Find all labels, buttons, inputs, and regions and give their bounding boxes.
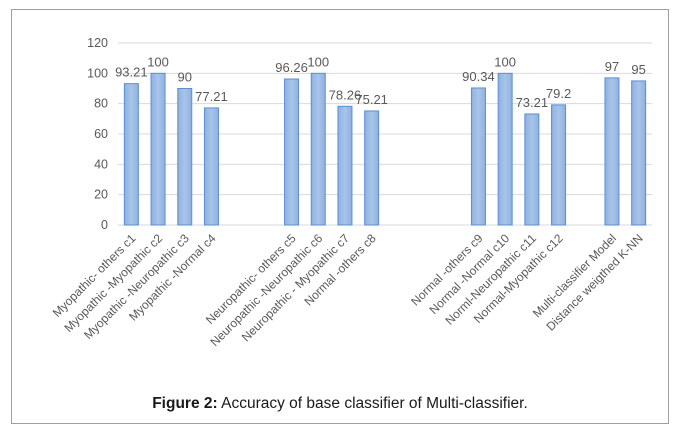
x-tick-label: Myopathic -Neuropathic c3: [81, 231, 192, 342]
data-label: 97: [605, 59, 619, 74]
figure-caption-label: Figure 2:: [152, 395, 218, 412]
y-tick-label: 80: [94, 97, 108, 111]
data-label: 95: [631, 62, 645, 77]
bar: [631, 80, 647, 226]
bar: [310, 72, 326, 226]
y-tick-label: 40: [94, 157, 108, 171]
data-label: 73.21: [516, 95, 549, 110]
data-label: 77.21: [195, 89, 228, 104]
y-tick-label: 20: [94, 188, 108, 202]
figure-caption-text: Accuracy of base classifier of Multi-cla…: [217, 395, 528, 412]
bars: [123, 72, 647, 226]
data-label: 79.2: [546, 86, 571, 101]
bar: [177, 88, 193, 226]
data-label: 90: [178, 70, 192, 85]
y-tick-label: 120: [87, 36, 108, 50]
x-tick-label: Neuropathic - Myopathic c7: [239, 231, 352, 344]
data-label: 78.26: [329, 87, 362, 102]
x-tick-label: Neuropathic -Neuropathic c6: [207, 231, 325, 349]
bar: [364, 110, 380, 226]
data-label: 96.26: [275, 60, 308, 75]
bar: [524, 113, 540, 226]
data-label: 100: [494, 54, 516, 69]
figure-frame: 0 20 40 60 80 100 120 93.21 100 90 77.21 96.26 100 7…: [11, 9, 669, 424]
bar: [150, 72, 166, 226]
bar: [123, 83, 139, 226]
data-label: 93.21: [115, 65, 148, 80]
y-tick-label: 100: [87, 66, 108, 80]
data-label: 100: [307, 54, 329, 69]
bar: [551, 104, 567, 226]
y-tick-label: 0: [101, 218, 108, 232]
y-axis-ticks: 0 20 40 60 80 100 120: [87, 36, 108, 232]
data-label: 75.21: [355, 92, 388, 107]
bar: [604, 77, 620, 226]
bar: [497, 72, 513, 226]
gridlines: [118, 42, 652, 226]
bar: [284, 78, 300, 226]
bar: [203, 107, 219, 226]
y-tick-label: 60: [94, 127, 108, 141]
data-label: 100: [147, 54, 169, 69]
bar: [337, 105, 353, 226]
figure-caption: Figure 2: Accuracy of base classifier of…: [11, 395, 669, 413]
bar: [470, 87, 486, 226]
data-label: 90.34: [462, 69, 495, 84]
